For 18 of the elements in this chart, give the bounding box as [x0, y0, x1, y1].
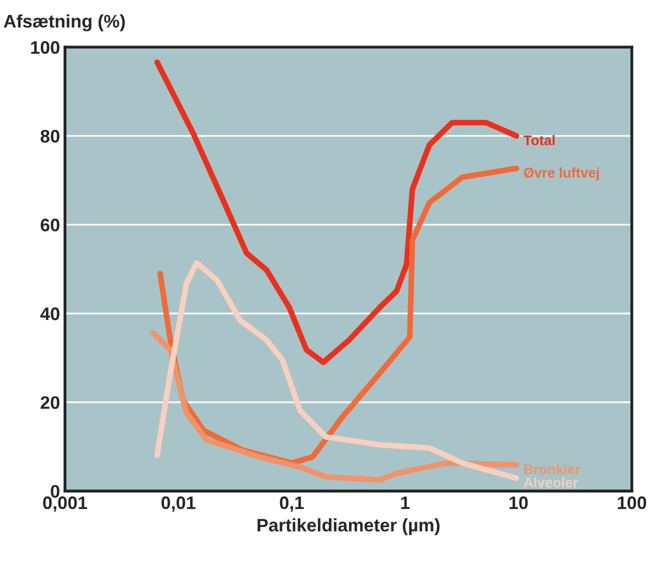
series-label: Total — [524, 135, 555, 146]
series-label: Bronkier — [524, 464, 580, 474]
y-tick-label: 0 — [50, 484, 60, 498]
x-tick-label: 100 — [618, 496, 646, 510]
y-tick-label: 80 — [40, 130, 60, 143]
x-tick-label: 0,01 — [162, 496, 196, 512]
y-tick-label: 100 — [31, 41, 60, 54]
y-tick-label: 40 — [40, 307, 60, 320]
y-tick-label: 20 — [40, 396, 60, 409]
series-label: Alveoler — [524, 477, 578, 488]
x-tick-label: 0,001 — [43, 496, 88, 512]
x-tick-label: 1 — [401, 496, 410, 509]
y-axis-title: Afsætning (%) — [4, 14, 125, 32]
x-axis-title: Partikeldiameter (µm) — [258, 518, 440, 536]
x-tick-label: 0,1 — [280, 496, 304, 512]
series-label: Øvre luftvej — [524, 167, 599, 180]
y-tick-label: 60 — [40, 218, 60, 232]
x-tick-label: 10 — [510, 496, 528, 510]
